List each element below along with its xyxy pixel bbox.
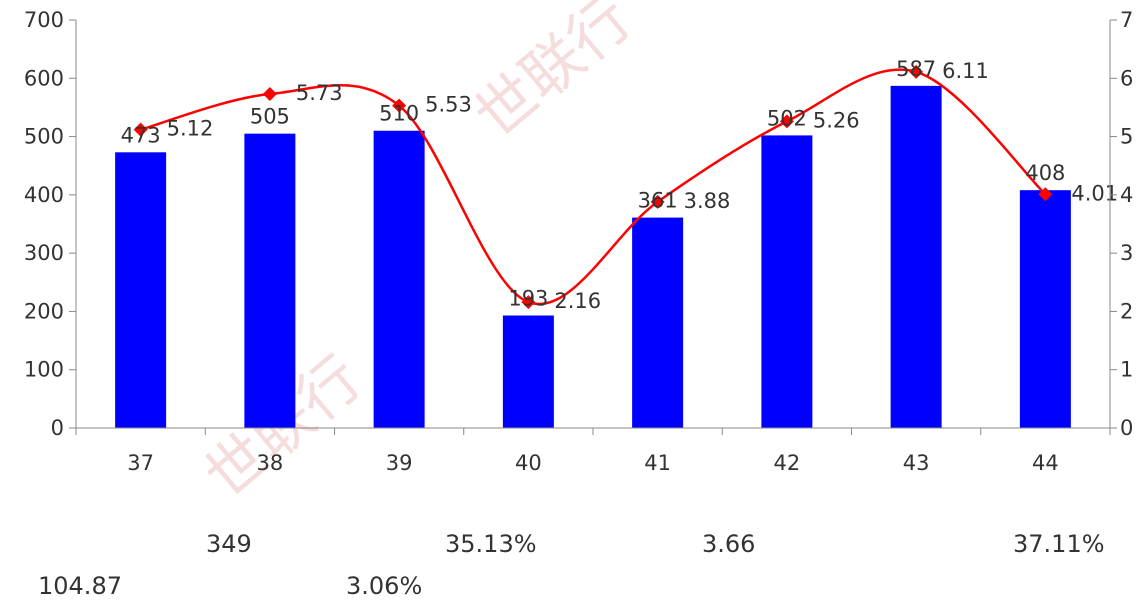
bar-value-label: 408 bbox=[1025, 161, 1065, 185]
line-marker bbox=[521, 295, 536, 310]
bar-value-label: 473 bbox=[121, 123, 161, 147]
bar-value-label: 361 bbox=[638, 189, 678, 213]
x-tick-label: 39 bbox=[386, 451, 413, 475]
bar bbox=[115, 152, 167, 428]
line-marker bbox=[1038, 187, 1053, 202]
x-tick-label: 42 bbox=[774, 451, 801, 475]
line-value-label: 2.16 bbox=[554, 289, 601, 313]
line-marker bbox=[650, 194, 665, 209]
left-tick-label: 600 bbox=[24, 66, 64, 90]
line-value-label: 5.26 bbox=[813, 108, 860, 132]
right-tick-label: 1 bbox=[1120, 358, 1133, 382]
line-value-label: 5.73 bbox=[296, 81, 343, 105]
left-tick-label: 500 bbox=[24, 125, 64, 149]
series-line bbox=[140, 68, 1047, 306]
left-tick-label: 300 bbox=[24, 241, 64, 265]
note-row1-item-4: 37.11% bbox=[1013, 530, 1105, 558]
bar bbox=[244, 133, 296, 428]
left-tick-label: 100 bbox=[24, 358, 64, 382]
left-tick-label: 200 bbox=[24, 299, 64, 323]
line-marker bbox=[909, 64, 924, 79]
bar bbox=[761, 135, 813, 429]
note-row2-item-2: 3.06% bbox=[346, 572, 423, 600]
line-marker bbox=[392, 98, 407, 113]
right-tick-label: 2 bbox=[1120, 299, 1133, 323]
bar-value-label: 193 bbox=[508, 287, 548, 311]
left-tick-label: 0 bbox=[51, 416, 64, 440]
left-tick-label: 700 bbox=[24, 8, 64, 32]
bar bbox=[373, 130, 425, 428]
note-row2-item-1: 104.87 bbox=[38, 572, 122, 600]
bar-value-label: 510 bbox=[379, 102, 419, 126]
x-tick-label: 43 bbox=[903, 451, 930, 475]
right-tick-label: 6 bbox=[1120, 66, 1133, 90]
x-tick-label: 41 bbox=[644, 451, 671, 475]
right-tick-label: 5 bbox=[1120, 125, 1133, 149]
bar-value-label: 505 bbox=[250, 105, 290, 129]
left-tick-label: 400 bbox=[24, 183, 64, 207]
bar bbox=[502, 315, 554, 428]
bar-value-label: 587 bbox=[896, 57, 936, 81]
x-tick-label: 38 bbox=[257, 451, 284, 475]
note-row1-item-3: 3.66 bbox=[702, 530, 756, 558]
x-tick-label: 37 bbox=[127, 451, 154, 475]
line-value-label: 4.01 bbox=[1071, 181, 1118, 205]
x-tick-label: 40 bbox=[515, 451, 542, 475]
right-tick-label: 3 bbox=[1120, 241, 1133, 265]
bar bbox=[632, 217, 684, 428]
right-tick-label: 0 bbox=[1120, 416, 1133, 440]
line-value-label: 3.88 bbox=[684, 189, 731, 213]
line-marker bbox=[262, 87, 277, 102]
line-marker bbox=[779, 114, 794, 129]
right-tick-label: 7 bbox=[1120, 8, 1133, 32]
bar bbox=[890, 85, 942, 428]
right-tick-label: 4 bbox=[1120, 183, 1133, 207]
x-tick-label: 44 bbox=[1032, 451, 1059, 475]
line-value-label: 5.53 bbox=[425, 93, 472, 117]
bar bbox=[1019, 190, 1071, 428]
note-row1-item-2: 35.13% bbox=[445, 530, 537, 558]
line-marker bbox=[133, 122, 148, 137]
line-value-label: 6.11 bbox=[942, 59, 989, 83]
note-row1-item-1: 349 bbox=[206, 530, 252, 558]
bar-value-label: 502 bbox=[767, 106, 807, 130]
line-value-label: 5.12 bbox=[167, 117, 214, 141]
